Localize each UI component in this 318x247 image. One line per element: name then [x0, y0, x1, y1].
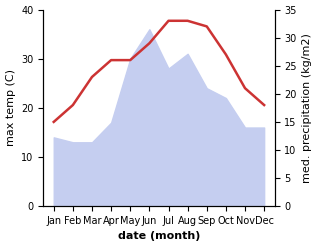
Y-axis label: max temp (C): max temp (C): [5, 69, 16, 146]
X-axis label: date (month): date (month): [118, 231, 200, 242]
Y-axis label: med. precipitation (kg/m2): med. precipitation (kg/m2): [302, 33, 313, 183]
